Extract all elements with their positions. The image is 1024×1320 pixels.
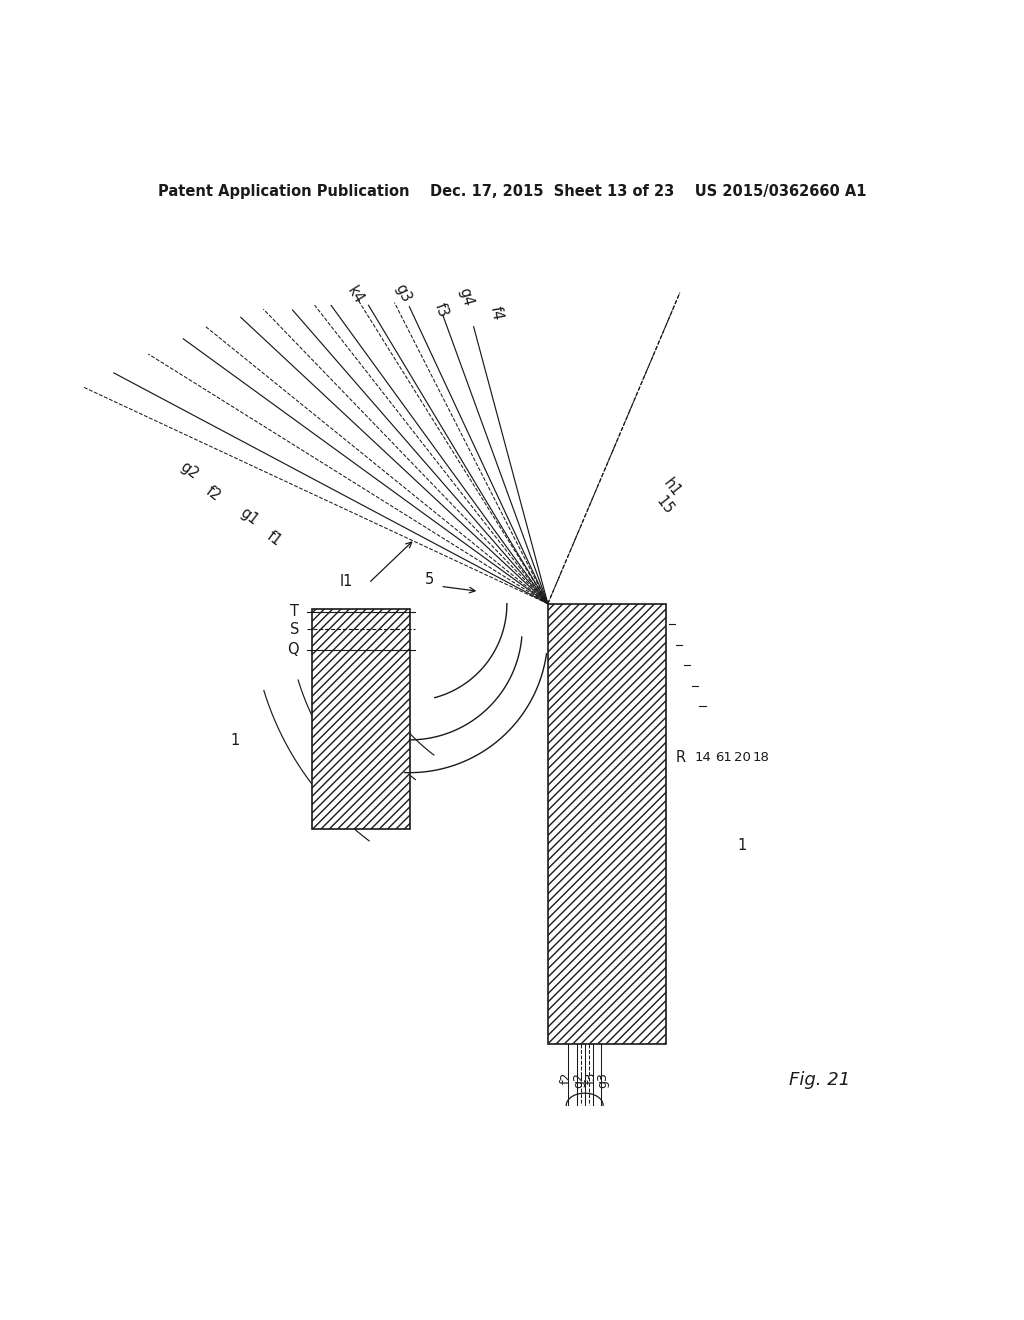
- Text: Patent Application Publication    Dec. 17, 2015  Sheet 13 of 23    US 2015/03626: Patent Application Publication Dec. 17, …: [158, 183, 866, 198]
- Text: g1: g1: [237, 506, 261, 528]
- Text: g3: g3: [597, 1072, 609, 1088]
- Text: Q: Q: [288, 643, 299, 657]
- Bar: [312, 609, 410, 829]
- Text: f2: f2: [560, 1072, 572, 1084]
- Text: k4: k4: [344, 284, 367, 308]
- Text: 1: 1: [737, 838, 748, 853]
- Text: l1: l1: [339, 574, 353, 589]
- Text: h1: h1: [660, 475, 683, 499]
- Text: f3: f3: [431, 301, 451, 319]
- Text: g2: g2: [572, 1072, 585, 1088]
- Text: f4: f4: [488, 305, 505, 322]
- Text: g3: g3: [392, 281, 414, 305]
- Text: g4: g4: [456, 286, 475, 308]
- Text: Fig. 21: Fig. 21: [788, 1071, 850, 1089]
- Text: 61: 61: [715, 751, 731, 764]
- Bar: [548, 603, 666, 1044]
- Text: 15: 15: [653, 494, 676, 517]
- Text: 20: 20: [734, 751, 751, 764]
- Text: f1: f1: [264, 529, 285, 549]
- Text: f3: f3: [585, 1072, 597, 1084]
- Text: S: S: [290, 622, 299, 636]
- Text: T: T: [290, 605, 299, 619]
- Text: f2: f2: [203, 483, 223, 504]
- Text: 14: 14: [694, 751, 711, 764]
- Text: g2: g2: [177, 459, 202, 482]
- Text: 18: 18: [753, 751, 769, 764]
- Text: R: R: [676, 750, 686, 766]
- Text: 5: 5: [424, 572, 434, 586]
- Text: 1: 1: [230, 734, 241, 748]
